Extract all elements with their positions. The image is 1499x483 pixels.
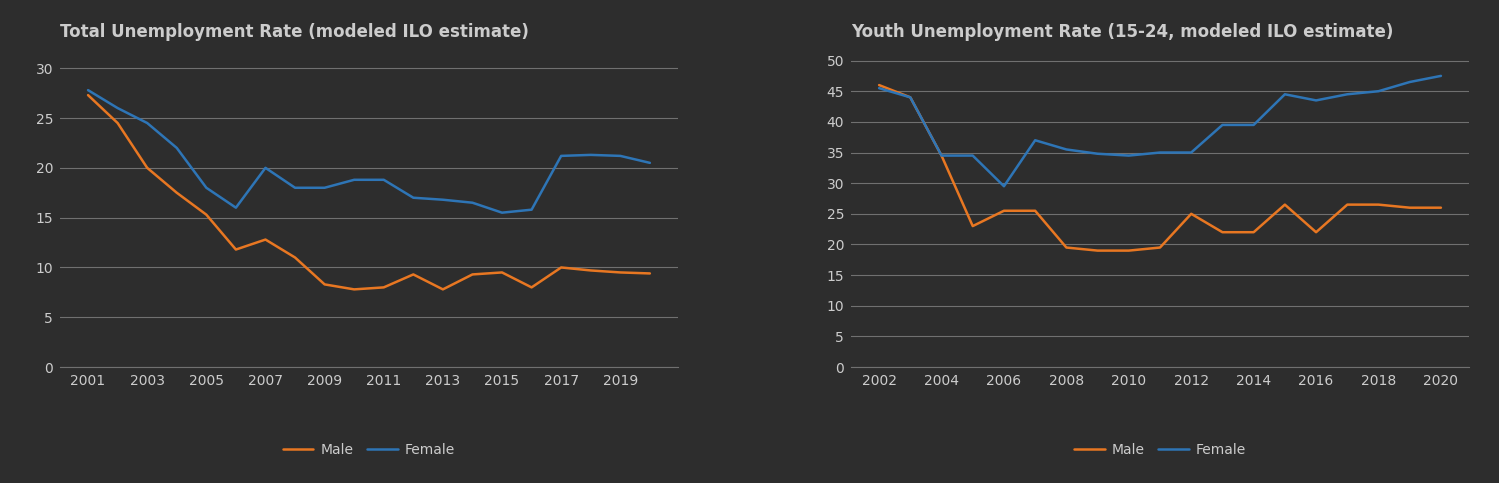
Male — [316, 282, 334, 287]
Female — [1307, 98, 1325, 103]
Female — [552, 153, 570, 159]
Line: Female: Female — [88, 90, 651, 213]
Female — [168, 145, 186, 151]
Female — [1183, 150, 1201, 156]
Male — [552, 265, 570, 270]
Male — [1088, 248, 1106, 254]
Male — [1432, 205, 1450, 211]
Text: Total Unemployment Rate (modeled ILO estimate): Total Unemployment Rate (modeled ILO est… — [60, 23, 529, 41]
Male — [493, 270, 511, 275]
Male — [1276, 202, 1294, 208]
Female — [198, 185, 216, 191]
Text: Youth Unemployment Rate (15-24, modeled ILO estimate): Youth Unemployment Rate (15-24, modeled … — [851, 23, 1394, 41]
Male — [901, 95, 919, 100]
Female — [1432, 73, 1450, 79]
Male — [1307, 229, 1325, 235]
Male — [1400, 205, 1418, 211]
Female — [433, 197, 451, 203]
Male — [964, 223, 982, 229]
Male — [582, 268, 600, 273]
Male — [108, 120, 126, 126]
Female — [1400, 79, 1418, 85]
Male — [1120, 248, 1138, 254]
Male — [869, 82, 887, 88]
Male — [286, 255, 304, 260]
Female — [995, 184, 1013, 189]
Female — [463, 200, 481, 206]
Female — [1276, 91, 1294, 97]
Male — [523, 284, 541, 290]
Male — [345, 286, 363, 292]
Female — [1151, 150, 1169, 156]
Male — [375, 284, 393, 290]
Line: Male: Male — [88, 95, 651, 289]
Male — [1339, 202, 1357, 208]
Male — [138, 165, 156, 171]
Female — [523, 207, 541, 213]
Female — [79, 87, 97, 93]
Male — [642, 270, 660, 276]
Female — [316, 185, 334, 191]
Female — [964, 153, 982, 158]
Female — [612, 153, 630, 159]
Male — [433, 286, 451, 292]
Male — [612, 270, 630, 275]
Male — [168, 190, 186, 196]
Male — [79, 92, 97, 98]
Legend: Male, Female: Male, Female — [1069, 438, 1252, 463]
Female — [582, 152, 600, 158]
Female — [1244, 122, 1262, 128]
Female — [932, 153, 950, 158]
Female — [1027, 137, 1045, 143]
Legend: Male, Female: Male, Female — [277, 438, 460, 463]
Male — [1183, 211, 1201, 217]
Male — [256, 237, 274, 242]
Male — [1370, 202, 1388, 208]
Female — [286, 185, 304, 191]
Male — [995, 208, 1013, 213]
Male — [463, 271, 481, 277]
Male — [226, 247, 244, 253]
Female — [1088, 151, 1106, 156]
Female — [138, 120, 156, 126]
Male — [1244, 229, 1262, 235]
Female — [493, 210, 511, 215]
Female — [1057, 146, 1075, 152]
Female — [226, 205, 244, 211]
Female — [869, 85, 887, 91]
Female — [256, 165, 274, 171]
Female — [345, 177, 363, 183]
Male — [1214, 229, 1232, 235]
Male — [932, 153, 950, 158]
Female — [1120, 153, 1138, 158]
Male — [1057, 244, 1075, 250]
Male — [405, 271, 423, 277]
Male — [198, 212, 216, 217]
Male — [1027, 208, 1045, 213]
Female — [108, 105, 126, 111]
Female — [1214, 122, 1232, 128]
Male — [1151, 244, 1169, 250]
Female — [1370, 88, 1388, 94]
Line: Male: Male — [878, 85, 1441, 251]
Female — [642, 160, 660, 166]
Line: Female: Female — [878, 76, 1441, 186]
Female — [1339, 91, 1357, 97]
Female — [375, 177, 393, 183]
Female — [405, 195, 423, 200]
Female — [901, 95, 919, 100]
